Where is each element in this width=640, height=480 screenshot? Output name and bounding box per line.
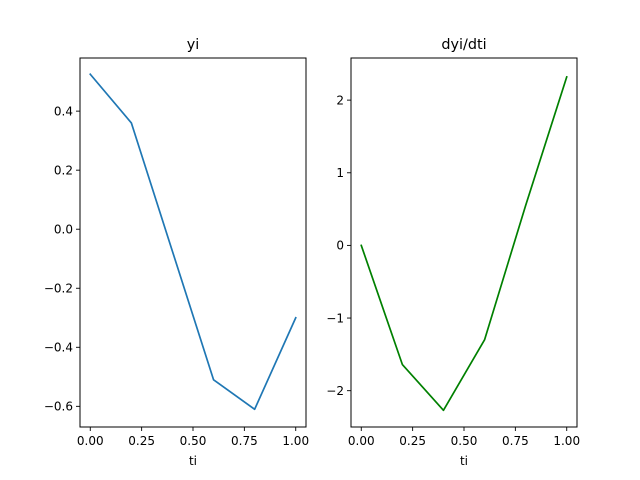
x-tick-label: 0.25 bbox=[399, 434, 426, 448]
x-axis-label: ti bbox=[460, 454, 468, 468]
x-tick-label: 1.00 bbox=[282, 434, 309, 448]
x-axis-label: ti bbox=[189, 454, 197, 468]
subplots: 0.00 0.25 0.50 0.75 1.00 −0.6 −0.4 −0.2 0.0 0.2 0.… bbox=[44, 37, 580, 468]
x-tick-label: 0.75 bbox=[231, 434, 258, 448]
y-tick-label: 0 bbox=[336, 239, 344, 253]
chart-title: dyi/dti bbox=[441, 37, 486, 53]
y-tick-label: 2 bbox=[336, 93, 344, 107]
y-tick-label: −2 bbox=[326, 384, 344, 398]
series-line-1 bbox=[360, 75, 568, 412]
subplot-2: 0.00 0.25 0.50 0.75 1.00 −2 −1 0 1 2 dyi/dti ti bbox=[326, 37, 580, 468]
y-tick-label: 0.4 bbox=[54, 104, 73, 118]
x-tick-label: 0.50 bbox=[451, 434, 478, 448]
y-tick-label: −0.2 bbox=[44, 282, 73, 296]
y-tick-label: −1 bbox=[326, 311, 344, 325]
x-tick-label: 0.00 bbox=[77, 434, 104, 448]
x-tick-label: 0.25 bbox=[128, 434, 155, 448]
x-tick-label: 0.75 bbox=[502, 434, 529, 448]
y-tick-label: 1 bbox=[336, 166, 344, 180]
subplot-1: 0.00 0.25 0.50 0.75 1.00 −0.6 −0.4 −0.2 0.0 0.2 0.… bbox=[44, 37, 309, 468]
x-tick-label: 1.00 bbox=[553, 434, 580, 448]
series-line-1 bbox=[89, 73, 297, 411]
y-tick-label: −0.6 bbox=[44, 400, 73, 414]
y-tick-label: −0.4 bbox=[44, 341, 73, 355]
x-tick-label: 0.50 bbox=[180, 434, 207, 448]
chart-title: yi bbox=[187, 37, 200, 53]
x-tick-label: 0.00 bbox=[348, 434, 375, 448]
y-tick-label: 0.2 bbox=[54, 163, 73, 177]
y-tick-label: 0.0 bbox=[54, 223, 73, 237]
